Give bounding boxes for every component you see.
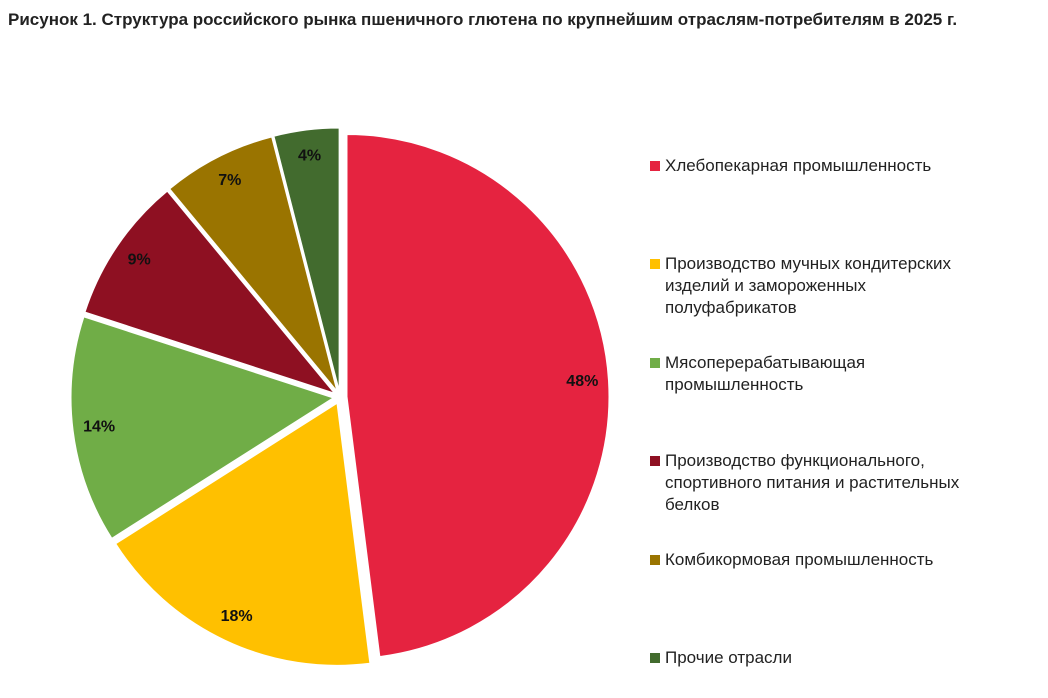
legend-swatch <box>650 653 660 663</box>
legend-label: Производство функционального, спортивног… <box>665 451 960 515</box>
pie-slice <box>273 127 340 391</box>
pie-slice <box>115 402 371 666</box>
legend-swatch <box>650 357 660 368</box>
data-label: 9% <box>128 252 151 269</box>
legend-item: Прочие отрасли <box>650 647 990 669</box>
legend-item: Мясоперерабатывающая промышленность <box>650 352 990 396</box>
pie-slice <box>70 316 335 539</box>
data-label: 48% <box>566 373 598 390</box>
legend-label: Мясоперерабатывающая промышленность <box>665 352 866 394</box>
legend-swatch <box>650 554 660 565</box>
data-label: 18% <box>221 608 253 625</box>
data-label: 14% <box>83 419 115 436</box>
legend-item: Хлебопекарная промышленность <box>650 155 990 177</box>
legend-label: Прочие отрасли <box>665 648 792 667</box>
legend-item: Комбикормовая промышленность <box>650 549 990 571</box>
chart-title: Рисунок 1. Структура российского рынка п… <box>8 10 958 29</box>
data-label: 4% <box>298 147 321 164</box>
pie-slice <box>84 190 336 395</box>
legend-item: Производство мучных кондитерских изделий… <box>650 253 990 319</box>
legend-label: Комбикормовая промышленность <box>665 549 934 569</box>
legend-item: Производство функционального, спортивног… <box>650 450 990 516</box>
legend-label: Хлебопекарная промышленность <box>665 156 932 175</box>
pie-slice <box>169 136 338 392</box>
legend-swatch <box>650 161 660 171</box>
legend-label: Производство мучных кондитерских изделий… <box>665 254 951 318</box>
legend-swatch <box>650 456 660 467</box>
data-label: 7% <box>218 172 241 189</box>
legend-swatch <box>650 259 660 270</box>
pie-slice <box>346 134 610 658</box>
